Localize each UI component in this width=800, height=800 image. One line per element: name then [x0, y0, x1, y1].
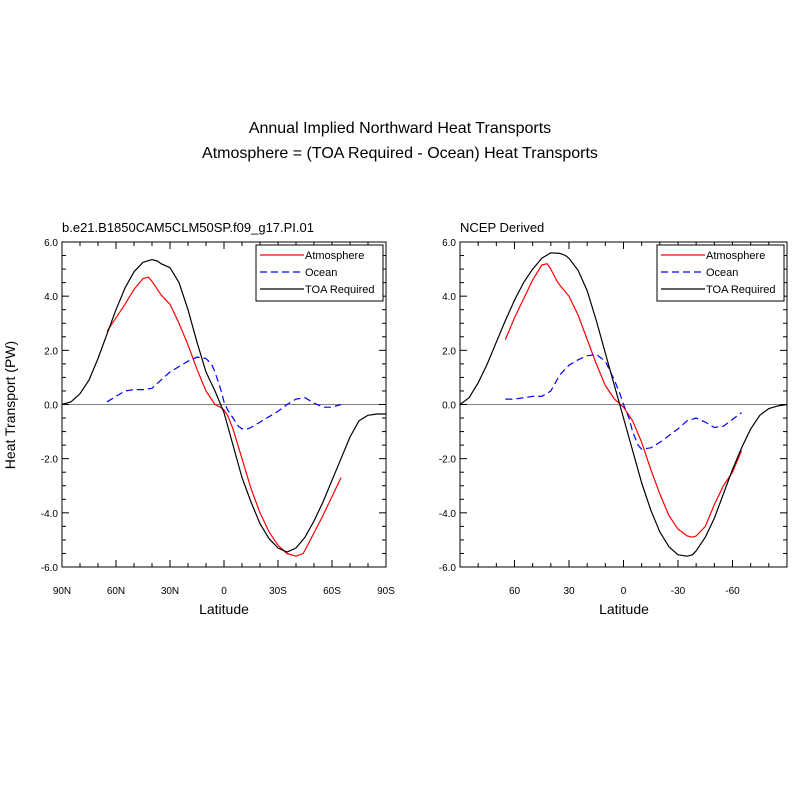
left-y-tick-label: 0.0: [44, 401, 58, 412]
left-x-tick-label: 60N: [107, 586, 125, 597]
left-x-tick-label: 0: [221, 586, 227, 597]
right-x-tick-label: -60: [725, 586, 740, 597]
figure-title-line1: Annual Implied Northward Heat Transports: [249, 120, 551, 137]
right-x-tick-label: 30: [563, 586, 575, 597]
left-x-axis-label: Latitude: [199, 601, 249, 617]
right-y-tick-label: -2.0: [439, 455, 457, 466]
left-x-tick-label: 60S: [323, 586, 341, 597]
right-x-tick-label: 60: [509, 586, 521, 597]
left-x-tick-label: 90S: [377, 586, 395, 597]
left-series-ocean: [106, 356, 342, 430]
right-y-tick-label: -6.0: [439, 563, 457, 574]
right-y-tick-label: -4.0: [439, 509, 457, 520]
right-legend-label: TOA Required: [706, 284, 776, 296]
left-legend-label: TOA Required: [305, 284, 375, 296]
left-legend-label: Ocean: [305, 267, 337, 279]
right-panel: NCEP Derived Latitude 6.0 4.0 2.0 0.0 -2.0 -4…: [439, 220, 788, 617]
right-legend-box: [656, 244, 785, 302]
left-x-tick-label: 30N: [161, 586, 179, 597]
right-x-tick-label: 0: [621, 586, 627, 597]
right-y-tick-label: 4.0: [442, 292, 456, 303]
left-legend: Atmosphere Ocean TOA Required: [255, 244, 384, 302]
left-y-tick-label: 2.0: [44, 346, 58, 357]
left-series-toa-required: [61, 259, 386, 553]
right-series-ocean: [505, 353, 742, 450]
left-panel: b.e21.B1850CAM5CLM50SP.f09_g17.PI.01 Hea…: [2, 220, 395, 617]
right-x-tick-label: -30: [671, 586, 686, 597]
right-plot-frame: [459, 241, 788, 568]
right-legend-label: Ocean: [706, 267, 738, 279]
right-y-tick-label: 6.0: [442, 238, 456, 249]
left-legend-box: [255, 244, 384, 302]
right-y-tick-label: 2.0: [442, 346, 456, 357]
left-y-tick-label: -2.0: [41, 455, 59, 466]
right-legend-label: Atmosphere: [706, 250, 765, 262]
right-legend: Atmosphere Ocean TOA Required: [656, 244, 785, 302]
left-y-tick-label: 4.0: [44, 292, 58, 303]
left-x-tick-label: 90N: [53, 586, 71, 597]
figure-title-line2: Atmosphere = (TOA Required - Ocean) Heat…: [202, 145, 598, 162]
left-plot-frame: [61, 241, 387, 568]
right-series-toa-required: [459, 252, 788, 557]
left-panel-title: b.e21.B1850CAM5CLM50SP.f09_g17.PI.01: [62, 220, 314, 235]
left-y-tick-label: -6.0: [41, 563, 59, 574]
left-legend-label: Atmosphere: [305, 250, 364, 262]
left-y-tick-label: -4.0: [41, 509, 59, 520]
right-x-axis-label: Latitude: [599, 601, 649, 617]
left-series-atmosphere: [106, 276, 342, 557]
left-x-tick-label: 30S: [269, 586, 287, 597]
left-y-axis-label: Heat Transport (PW): [2, 341, 18, 469]
right-y-tick-label: 0.0: [442, 401, 456, 412]
left-y-tick-label: 6.0: [44, 238, 58, 249]
right-panel-title: NCEP Derived: [460, 220, 544, 235]
